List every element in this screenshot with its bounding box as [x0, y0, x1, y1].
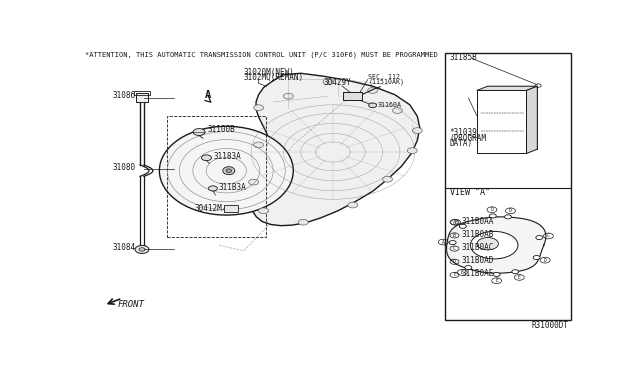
Circle shape [493, 272, 500, 276]
Text: 31185B: 31185B [449, 54, 477, 62]
Polygon shape [447, 217, 546, 273]
Text: VIEW "A": VIEW "A" [449, 188, 490, 197]
Circle shape [369, 103, 376, 108]
Text: 311B0AE: 311B0AE [462, 269, 494, 278]
Text: 3102MQ(REMAN): 3102MQ(REMAN) [244, 73, 304, 81]
Text: A: A [442, 240, 445, 244]
Text: C: C [453, 246, 456, 251]
Text: B: B [453, 233, 456, 238]
Polygon shape [477, 86, 538, 90]
Bar [136, 93, 148, 102]
Text: (11510AK): (11510AK) [369, 78, 404, 84]
Text: SEC. 112: SEC. 112 [367, 74, 399, 80]
Text: 311B0AB: 311B0AB [462, 230, 494, 239]
Circle shape [193, 129, 205, 135]
Text: 311B0AC: 311B0AC [462, 243, 494, 252]
Circle shape [209, 186, 218, 191]
Circle shape [139, 248, 145, 251]
Polygon shape [251, 73, 420, 226]
Circle shape [490, 214, 496, 218]
Circle shape [367, 87, 378, 93]
Circle shape [253, 142, 264, 148]
Circle shape [392, 108, 403, 113]
Circle shape [323, 79, 333, 85]
Text: D: D [509, 208, 512, 213]
Circle shape [284, 93, 293, 99]
Circle shape [533, 256, 540, 260]
Ellipse shape [159, 126, 293, 215]
Text: DATA): DATA) [449, 140, 473, 148]
Text: 31183A: 31183A [213, 152, 241, 161]
Circle shape [248, 179, 259, 185]
Circle shape [512, 270, 519, 274]
Circle shape [477, 238, 499, 250]
Text: 311B0AD: 311B0AD [462, 256, 494, 265]
Text: E: E [461, 270, 463, 275]
Text: 31086: 31086 [112, 91, 136, 100]
Text: 30412M: 30412M [194, 204, 222, 213]
Circle shape [460, 224, 467, 228]
Polygon shape [527, 86, 538, 154]
Text: E: E [518, 275, 521, 280]
Text: B: B [454, 220, 457, 225]
Bar [488, 86, 538, 149]
Circle shape [298, 219, 308, 225]
Circle shape [383, 176, 392, 182]
Text: E: E [495, 278, 498, 283]
Bar [445, 53, 571, 320]
Circle shape [202, 155, 211, 161]
Text: 311B0AA: 311B0AA [462, 217, 494, 226]
Text: A: A [205, 90, 211, 100]
Text: 31020M(NEW): 31020M(NEW) [244, 68, 294, 77]
Ellipse shape [226, 169, 232, 173]
Bar [224, 205, 237, 212]
Text: 31160A: 31160A [378, 102, 402, 108]
Text: *ATTENTION, THIS AUTOMATIC TRANSMISSION CONTROL UNIT (P/C 310F6) MUST BE PROGRAM: *ATTENTION, THIS AUTOMATIC TRANSMISSION … [84, 52, 437, 58]
Circle shape [470, 231, 518, 259]
Text: 31084: 31084 [112, 243, 136, 252]
Bar [343, 93, 362, 100]
Text: (PROGRAM: (PROGRAM [449, 134, 486, 142]
Circle shape [536, 235, 543, 240]
Circle shape [348, 202, 358, 208]
Circle shape [135, 246, 149, 253]
Circle shape [253, 105, 264, 110]
Circle shape [465, 266, 472, 270]
Text: 31080: 31080 [112, 163, 136, 172]
Text: A: A [453, 220, 456, 225]
Text: D: D [544, 258, 547, 263]
Circle shape [259, 208, 269, 214]
Circle shape [504, 215, 511, 219]
Text: D: D [453, 259, 456, 264]
Text: D: D [490, 207, 493, 212]
Circle shape [408, 148, 417, 154]
Text: 30429Y: 30429Y [323, 78, 351, 87]
Text: 311B3A: 311B3A [219, 183, 246, 192]
Text: *31039: *31039 [449, 128, 477, 137]
Bar [167, 116, 266, 237]
Circle shape [449, 241, 456, 245]
Ellipse shape [223, 167, 235, 175]
Bar [134, 92, 150, 95]
Text: R31000DT: R31000DT [532, 321, 568, 330]
Bar [477, 90, 526, 154]
Circle shape [412, 128, 422, 134]
Text: FRONT: FRONT [117, 300, 144, 309]
Text: 31100B: 31100B [208, 125, 236, 134]
Text: E: E [453, 272, 456, 278]
Text: C: C [547, 234, 550, 238]
